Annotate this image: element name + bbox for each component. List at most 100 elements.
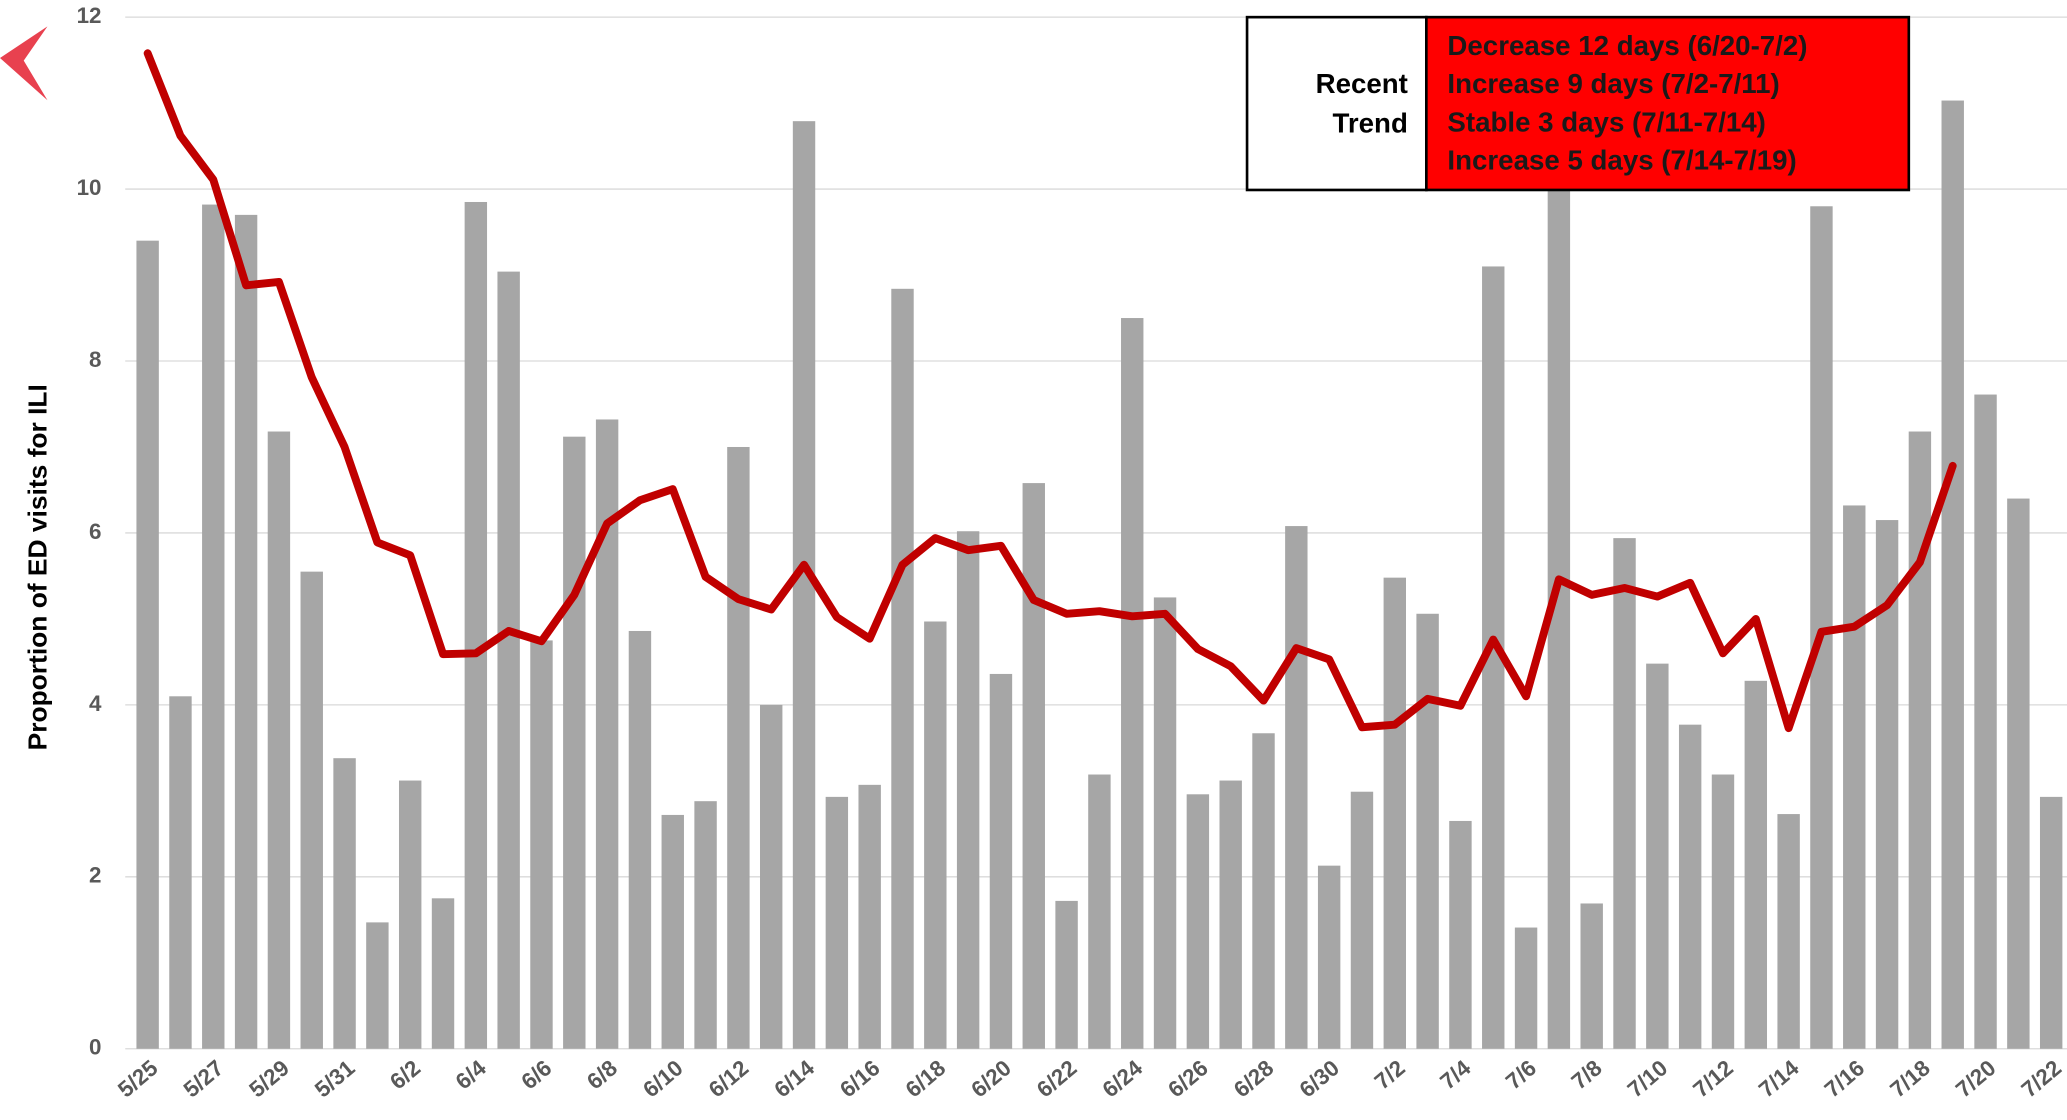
x-tick-label: 6/18: [901, 1055, 950, 1102]
bar: [1875, 520, 1899, 1049]
bar: [1416, 613, 1439, 1049]
bar: [595, 419, 619, 1049]
x-tick-label: 7/10: [1623, 1055, 1672, 1102]
bar: [661, 814, 684, 1049]
bar: [1646, 663, 1669, 1049]
bar: [1547, 171, 1571, 1049]
bar: [1285, 526, 1308, 1049]
x-tick-label: 7/4: [1435, 1055, 1475, 1095]
bar: [234, 214, 258, 1049]
bar: [1482, 266, 1505, 1049]
x-tick-label: 6/28: [1229, 1055, 1278, 1102]
x-tick-label: 6/24: [1098, 1055, 1148, 1103]
x-tick-label: 7/22: [2017, 1055, 2066, 1102]
y-tick-label: 12: [77, 3, 102, 28]
x-tick-label: 7/20: [1951, 1055, 2000, 1102]
bar: [300, 571, 323, 1049]
trend-box-line: Decrease 12 days (6/20-7/2): [1447, 30, 1807, 61]
x-tick-label: 7/12: [1688, 1055, 1737, 1102]
bar: [1252, 733, 1275, 1049]
y-tick-label: 0: [89, 1035, 101, 1060]
bar: [1022, 483, 1045, 1049]
bar: [563, 436, 586, 1049]
x-tick-label: 7/8: [1567, 1055, 1607, 1094]
trend-box-label: Trend: [1333, 108, 1408, 139]
bar: [169, 696, 192, 1049]
bar: [431, 898, 455, 1049]
bar: [366, 922, 389, 1049]
bar: [760, 704, 783, 1049]
bar: [1613, 538, 1636, 1049]
x-tick-label: 6/30: [1295, 1055, 1344, 1102]
x-tick-label: 7/14: [1754, 1055, 1804, 1103]
bar: [136, 240, 159, 1049]
nav-arrow: [0, 26, 48, 101]
bar: [891, 288, 914, 1049]
x-tick-label: 6/20: [966, 1055, 1015, 1102]
bar: [1777, 814, 1800, 1049]
bar: [1317, 865, 1341, 1049]
bar: [2007, 498, 2030, 1049]
trend-box-label: Recent: [1316, 68, 1408, 99]
bar: [1055, 900, 1078, 1049]
bar: [1121, 318, 1144, 1049]
bar: [956, 531, 980, 1049]
bar: [1810, 206, 1833, 1049]
y-axis-label: Proportion of ED visits for ILI: [23, 384, 53, 750]
bar: [1514, 927, 1538, 1049]
bar: [1153, 597, 1177, 1049]
bar: [924, 621, 947, 1049]
bar: [497, 271, 520, 1049]
bar: [464, 201, 488, 1049]
lines: [143, 49, 1957, 733]
x-tick-label: 6/6: [516, 1055, 556, 1094]
bar: [792, 121, 816, 1049]
bar: [1974, 394, 1997, 1049]
y-tick-label: 2: [89, 863, 101, 888]
bar: [694, 801, 717, 1049]
bar: [398, 780, 422, 1049]
bar: [1383, 577, 1406, 1049]
trend-line: [143, 49, 1957, 733]
x-tick-label: 6/16: [835, 1055, 884, 1102]
x-tick-label: 6/12: [704, 1055, 753, 1102]
x-tick-label: 6/10: [638, 1055, 687, 1102]
bar: [1711, 774, 1735, 1049]
bar: [1843, 505, 1866, 1049]
bar: [1449, 820, 1472, 1049]
bar: [1908, 431, 1932, 1049]
bar: [1088, 774, 1111, 1049]
x-tick-label: 5/27: [179, 1055, 228, 1102]
bar: [1941, 100, 1964, 1049]
bars: [136, 100, 2063, 1049]
y-tick-label: 4: [89, 691, 102, 716]
bar: [1744, 680, 1768, 1049]
trend-box-line: Increase 5 days (7/14-7/19): [1447, 145, 1796, 176]
x-tick-label: 6/4: [451, 1055, 491, 1095]
bar: [202, 204, 225, 1049]
x-tick-label: 6/2: [385, 1055, 425, 1094]
x-tick-label: 6/14: [770, 1055, 820, 1103]
grid: [125, 16, 2067, 1050]
bar: [825, 796, 849, 1049]
bar: [333, 758, 356, 1049]
bar: [267, 431, 291, 1049]
trend-box-label-cell: [1245, 15, 1428, 192]
x-tick-label: 7/16: [1820, 1055, 1869, 1102]
bar: [1678, 724, 1702, 1049]
bar: [1186, 794, 1210, 1049]
bar: [1580, 903, 1603, 1049]
bar: [530, 640, 553, 1049]
x-tick-label: 5/25: [113, 1055, 162, 1102]
x-tick-label: 5/31: [310, 1055, 359, 1102]
bar: [858, 784, 881, 1049]
trend-box-text-cell: [1425, 15, 1911, 192]
x-tick-label: 7/18: [1885, 1055, 1934, 1102]
bar: [1350, 791, 1374, 1049]
y-tick-label: 8: [89, 347, 101, 372]
x-tick-label: 5/29: [244, 1055, 293, 1102]
trend-box-line: Increase 9 days (7/2-7/11): [1447, 68, 1779, 99]
y-tick-label: 6: [89, 519, 101, 544]
